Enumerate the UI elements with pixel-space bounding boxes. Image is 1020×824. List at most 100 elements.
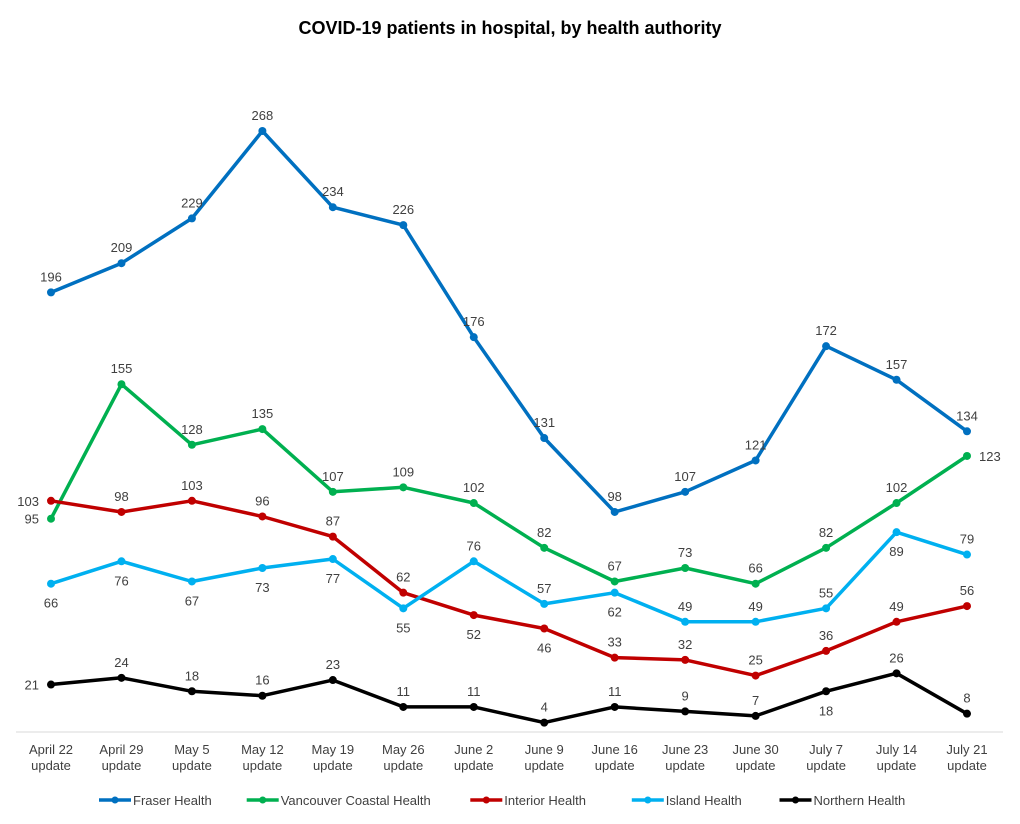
data-point <box>117 507 126 516</box>
data-point <box>822 342 831 351</box>
data-point <box>187 577 196 586</box>
data-point <box>540 543 549 552</box>
legend-item: Island Health <box>631 793 742 808</box>
data-point <box>328 487 337 496</box>
data-label: 67 <box>607 558 621 573</box>
x-tick-label-line: update <box>172 758 212 773</box>
data-label: 268 <box>252 108 274 123</box>
data-point <box>117 557 126 566</box>
data-point <box>892 669 901 678</box>
data-point <box>469 611 478 620</box>
x-tick-label: May 26 update <box>382 742 425 773</box>
data-label: 16 <box>255 673 269 688</box>
data-label: 11 <box>608 684 622 699</box>
data-point <box>822 604 831 613</box>
data-label: 134 <box>956 408 978 423</box>
data-label: 49 <box>889 599 903 614</box>
data-point <box>963 427 971 436</box>
data-label: 73 <box>678 545 692 560</box>
data-label: 98 <box>607 489 621 504</box>
data-label: 7 <box>752 693 759 708</box>
data-point <box>399 588 408 597</box>
data-label: 49 <box>748 599 762 614</box>
data-label: 52 <box>467 627 481 642</box>
x-tick-label: June 2 update <box>454 742 494 773</box>
x-tick-label-line: April 29 <box>99 742 143 757</box>
series-line <box>49 129 969 514</box>
data-point <box>610 577 619 586</box>
data-point <box>610 588 619 597</box>
x-tick-label: May 19 update <box>312 742 355 773</box>
data-label: 73 <box>255 580 269 595</box>
data-label: 135 <box>252 406 274 421</box>
data-point <box>751 456 760 465</box>
x-tick-label-line: July 14 <box>876 742 917 757</box>
series-fraser-health <box>47 127 971 516</box>
data-point <box>328 555 337 564</box>
data-label: 57 <box>537 581 551 596</box>
data-point <box>822 543 831 552</box>
data-label: 226 <box>392 202 414 217</box>
data-point <box>751 671 760 680</box>
data-label: 77 <box>326 571 340 586</box>
x-tick-label-line: May 12 <box>241 742 284 757</box>
x-tick-label: June 30 update <box>732 742 778 773</box>
data-label: 62 <box>607 605 621 620</box>
data-point <box>328 532 337 541</box>
data-point <box>610 702 619 711</box>
data-point <box>963 550 971 559</box>
data-point <box>892 375 901 384</box>
data-point <box>610 653 619 662</box>
data-label: 107 <box>322 469 344 484</box>
series-line <box>49 382 969 586</box>
data-label: 87 <box>326 514 340 529</box>
x-tick-label: July 14 update <box>876 742 917 773</box>
data-point <box>892 499 901 508</box>
x-tick-label-line: update <box>31 758 71 773</box>
x-tick-label: June 9 update <box>524 742 564 773</box>
data-point <box>681 617 690 626</box>
x-tick-label-line: update <box>383 758 423 773</box>
legend-label: Northern Health <box>814 793 906 808</box>
data-point <box>469 333 478 342</box>
data-point <box>399 604 408 613</box>
data-label: 209 <box>111 240 133 255</box>
data-label: 46 <box>537 641 551 656</box>
data-point <box>258 691 267 700</box>
legend-label: Vancouver Coastal Health <box>281 793 431 808</box>
data-label: 32 <box>678 637 692 652</box>
data-label: 25 <box>748 653 762 668</box>
data-point <box>258 512 267 521</box>
data-label: 95 <box>25 512 39 527</box>
data-label: 9 <box>682 688 689 703</box>
data-point <box>751 579 760 588</box>
series-interior-health <box>47 496 971 680</box>
legend-marker <box>111 796 119 804</box>
x-tick-label-line: July 21 <box>946 742 987 757</box>
x-tick-label-line: June 2 <box>454 742 493 757</box>
legend: Fraser Health Vancouver Coastal Health Int… <box>99 793 905 808</box>
data-label: 89 <box>889 544 903 559</box>
data-label: 128 <box>181 422 203 437</box>
data-point <box>469 702 478 711</box>
x-tick-label-line: update <box>454 758 494 773</box>
data-label: 96 <box>255 493 269 508</box>
data-point <box>469 557 478 566</box>
data-label: 102 <box>463 480 485 495</box>
data-point <box>822 646 831 655</box>
data-label: 76 <box>467 538 481 553</box>
data-label: 33 <box>607 635 621 650</box>
data-point <box>963 709 971 718</box>
data-point <box>117 673 126 682</box>
data-point <box>892 528 901 537</box>
data-labels: 1962092292682342261761319810712117215713… <box>17 108 1000 718</box>
data-label: 23 <box>326 657 340 672</box>
data-point <box>399 702 408 711</box>
data-point <box>117 380 126 389</box>
data-point <box>47 288 55 297</box>
x-tick-label-line: June 9 <box>525 742 564 757</box>
data-point <box>681 655 690 664</box>
data-label: 67 <box>185 593 199 608</box>
